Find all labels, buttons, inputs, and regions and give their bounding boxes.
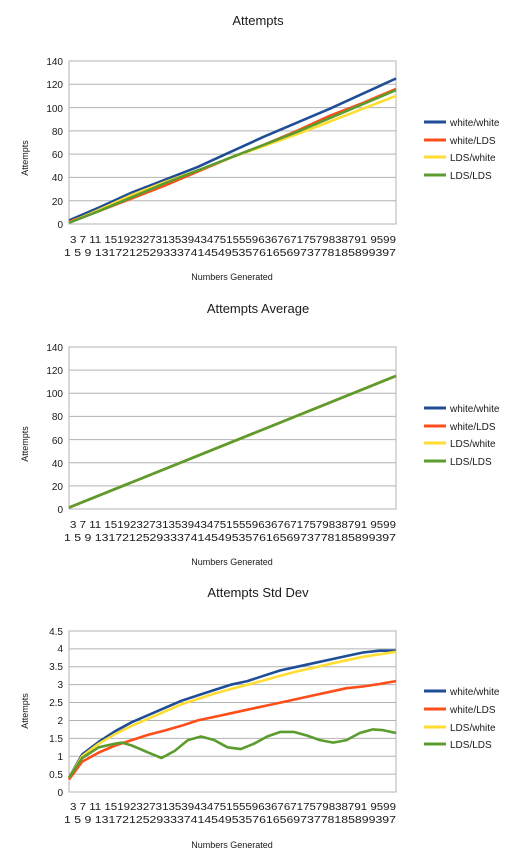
y-tick-label: 3 — [57, 680, 63, 691]
y-tick-label: 1.5 — [49, 734, 63, 745]
chart-attempts-std-dev: Attempts Std Dev 0 0.5 1 1.5 2 2.5 3 3.5… — [20, 585, 500, 850]
legend-label: white/LDS — [449, 422, 496, 433]
chart-title: Attempts Average — [207, 301, 309, 316]
y-tick-label: 140 — [46, 343, 63, 354]
y-tick-label: 4.5 — [49, 627, 63, 638]
legend-label: white/LDS — [449, 136, 496, 147]
legend: white/white white/LDS LDS/white LDS/LDS — [424, 118, 500, 182]
plot-frame — [68, 346, 397, 510]
x-axis-title: Numbers Generated — [191, 557, 273, 567]
chart-attempts-average: Attempts Average 0 20 40 60 80 100 120 1… — [20, 301, 500, 567]
y-tick-label: 80 — [52, 412, 64, 423]
legend-label: LDS/LDS — [450, 457, 492, 468]
legend: white/white white/LDS LDS/white LDS/LDS — [424, 687, 500, 751]
x-tick-row-1: 3 7 11 151923273135394347515559636767175… — [70, 802, 396, 813]
y-tick-label: 80 — [52, 127, 64, 138]
x-axis-title: Numbers Generated — [191, 272, 273, 282]
y-tick-label: 2.5 — [49, 698, 63, 709]
y-tick-label: 140 — [46, 57, 63, 68]
legend-label: LDS/LDS — [450, 171, 492, 182]
y-tick-label: 1 — [57, 752, 63, 763]
y-tick-label: 20 — [52, 197, 64, 208]
x-tick-row-2: 1 5 9 1317212529333741454953576165697377… — [64, 533, 397, 544]
y-tick-label: 120 — [46, 366, 63, 377]
y-tick-label: 0 — [57, 505, 63, 516]
y-tick-label: 100 — [46, 389, 63, 400]
plot-frame — [68, 60, 397, 225]
y-tick-label: 0.5 — [49, 770, 63, 781]
y-axis-title: Attempts — [20, 693, 30, 729]
legend-label: white/LDS — [449, 705, 496, 716]
legend-label: LDS/LDS — [450, 740, 492, 751]
plot-frame — [68, 630, 397, 793]
legend: white/white white/LDS LDS/white LDS/LDS — [424, 404, 500, 468]
series-line-white-white — [67, 649, 396, 779]
x-axis-title: Numbers Generated — [191, 840, 273, 850]
y-axis-title: Attempts — [20, 140, 30, 176]
legend-label: LDS/white — [450, 153, 496, 164]
y-tick-label: 3.5 — [49, 662, 63, 673]
series-line-lds-lds — [67, 728, 397, 779]
series-line-lds-white — [67, 650, 397, 779]
series-line-lds-lds — [68, 88, 397, 225]
y-tick-label: 40 — [52, 173, 64, 184]
y-tick-label: 40 — [52, 459, 64, 470]
y-tick-label: 20 — [52, 482, 64, 493]
y-axis-ticks: 0 20 40 60 80 100 120 140 — [46, 57, 63, 231]
y-tick-label: 0 — [57, 788, 63, 799]
legend-label: white/white — [449, 118, 500, 129]
x-tick-row-1: 3 7 11 151923273135394347515559636767175… — [70, 520, 396, 531]
y-tick-label: 4 — [57, 644, 63, 655]
legend-label: LDS/white — [450, 439, 496, 450]
legend-label: LDS/white — [450, 723, 496, 734]
y-tick-label: 2 — [57, 716, 63, 727]
legend-label: white/white — [449, 404, 500, 415]
legend-label: white/white — [449, 687, 500, 698]
y-axis-ticks: 0 0.5 1 1.5 2 2.5 3 3.5 4 4.5 — [49, 627, 63, 799]
series-line-lds-lds — [68, 374, 397, 509]
y-tick-label: 100 — [46, 104, 63, 115]
x-tick-row-2: 1 5 9 1317212529333741454953576165697377… — [64, 248, 397, 259]
y-axis-title: Attempts — [20, 426, 30, 462]
y-tick-label: 0 — [57, 220, 63, 231]
y-tick-label: 60 — [52, 150, 64, 161]
y-tick-label: 120 — [46, 80, 63, 91]
chart-attempts: Attempts 0 20 40 60 80 100 120 140 3 7 1… — [20, 13, 500, 282]
y-axis-ticks: 0 20 40 60 80 100 120 140 — [46, 343, 63, 516]
series-line-white-white — [68, 77, 397, 222]
y-tick-label: 60 — [52, 436, 64, 447]
chart-title: Attempts Std Dev — [207, 585, 309, 600]
x-tick-row-2: 1 5 9 1317212529333741454953576165697377… — [64, 815, 397, 826]
chart-title: Attempts — [232, 13, 284, 28]
x-tick-row-1: 3 7 11 151923273135394347515559636767175… — [70, 235, 396, 246]
